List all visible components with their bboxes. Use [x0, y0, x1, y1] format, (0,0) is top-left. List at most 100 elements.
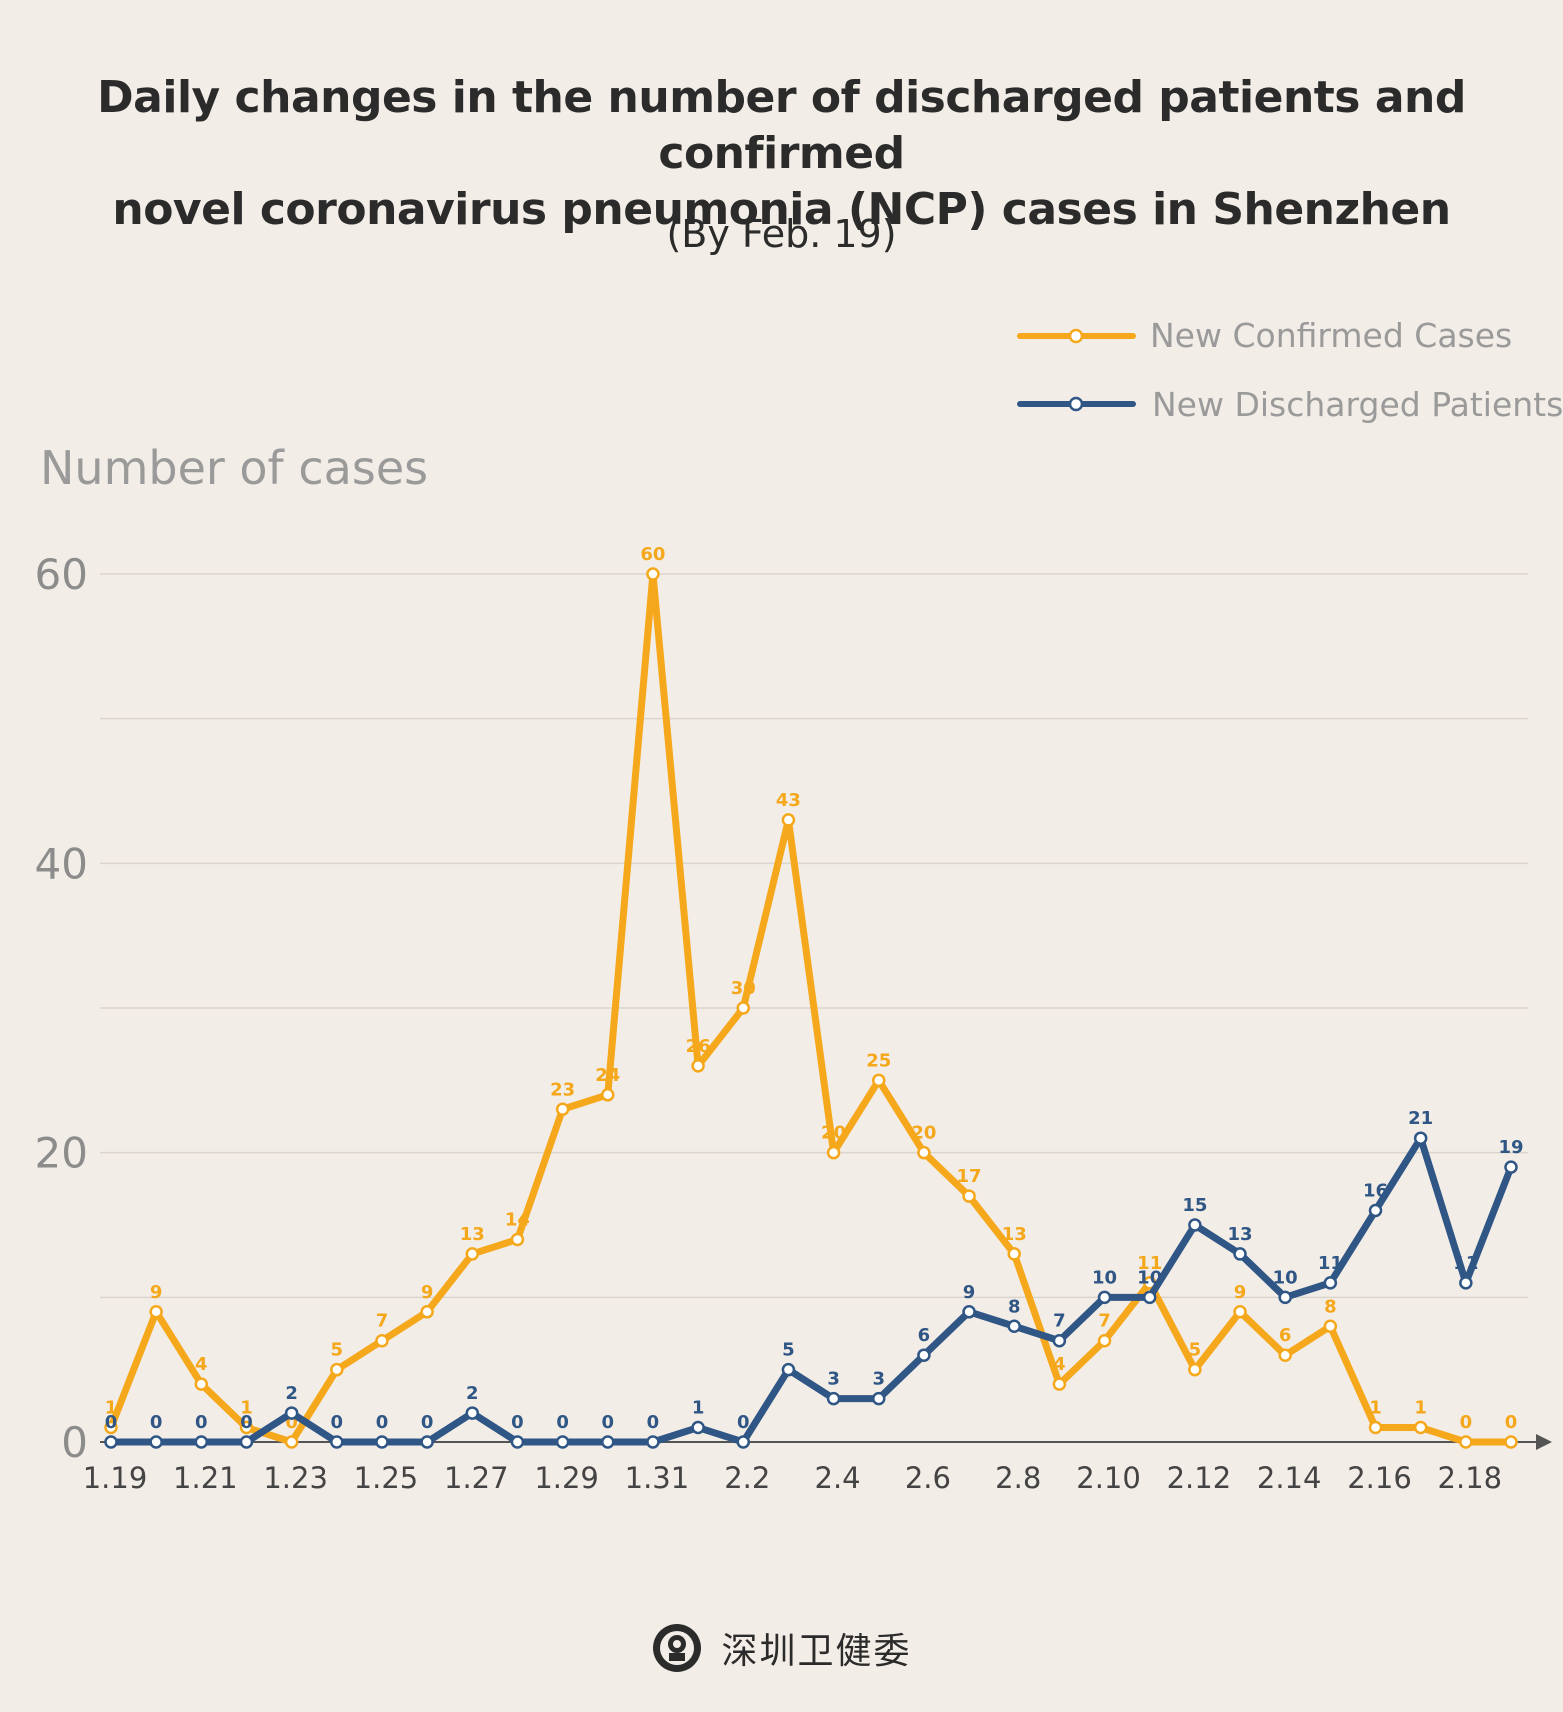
data-label-confirmed: 24 [595, 1065, 620, 1086]
data-label-discharged: 0 [240, 1412, 253, 1433]
data-label-discharged: 16 [1363, 1181, 1388, 1202]
data-point-confirmed [1233, 1305, 1247, 1319]
data-point-confirmed [736, 1001, 751, 1015]
data-point-confirmed [826, 1145, 841, 1160]
data-label-confirmed: 1 [240, 1398, 253, 1419]
gridlines [100, 573, 1528, 1299]
data-point-discharged [1097, 1290, 1112, 1305]
data-point-confirmed [555, 1102, 570, 1117]
data-point-discharged [601, 1435, 615, 1449]
data-point-confirmed [601, 1088, 615, 1102]
data-point-discharged [917, 1348, 931, 1362]
data-point-discharged [736, 1435, 751, 1449]
data-label-discharged: 8 [1008, 1296, 1021, 1317]
data-label-discharged: 1 [692, 1398, 705, 1419]
x-tick-label: 1.27 [444, 1461, 509, 1495]
data-label-confirmed: 7 [1098, 1311, 1111, 1332]
data-point-discharged [420, 1435, 434, 1449]
data-point-discharged [149, 1435, 163, 1449]
legend-marker-confirmed [1068, 328, 1084, 344]
y-tick-label: 0 [61, 1418, 88, 1467]
legend-marker-discharged [1068, 396, 1084, 412]
series: 1941057913142324602630432025201713471159… [104, 544, 1524, 1449]
data-point-confirmed [1504, 1435, 1518, 1449]
data-label-confirmed: 7 [376, 1311, 389, 1332]
x-axis [100, 1434, 1552, 1450]
x-tick-label: 1.29 [534, 1461, 599, 1495]
data-label-discharged: 11 [1453, 1253, 1478, 1274]
legend-label-discharged: New Discharged Patients [1152, 385, 1563, 424]
footer: 深圳卫健委 [0, 1618, 1563, 1678]
data-label-confirmed: 13 [460, 1224, 485, 1245]
data-label-discharged: 0 [421, 1412, 434, 1433]
data-label-confirmed: 11 [1137, 1253, 1162, 1274]
y-tick-label: 60 [35, 550, 88, 599]
data-label-discharged: 0 [331, 1412, 344, 1433]
data-label-confirmed: 13 [1002, 1224, 1027, 1245]
data-label-discharged: 0 [105, 1412, 118, 1433]
legend-label-confirmed: New Confirmed Cases [1150, 316, 1512, 355]
data-label-confirmed: 60 [640, 544, 665, 565]
data-label-confirmed: 1 [1369, 1398, 1382, 1419]
data-point-discharged [1278, 1290, 1292, 1305]
x-tick-label: 2.2 [724, 1461, 770, 1495]
data-point-discharged [1233, 1247, 1247, 1261]
data-label-discharged: 13 [1228, 1224, 1253, 1245]
data-point-discharged [1459, 1276, 1473, 1290]
x-tick-label: 1.25 [354, 1461, 419, 1495]
data-label-discharged: 19 [1498, 1137, 1523, 1158]
legend: New Confirmed Cases New Discharged Patie… [1017, 316, 1563, 424]
data-point-discharged [826, 1391, 841, 1406]
data-point-discharged [239, 1435, 254, 1449]
x-tick-label: 1.31 [625, 1461, 690, 1495]
data-point-discharged [1007, 1319, 1021, 1334]
data-label-discharged: 0 [150, 1412, 163, 1433]
data-label-confirmed: 1 [105, 1398, 118, 1419]
data-point-confirmed [239, 1420, 254, 1435]
data-point-discharged [646, 1435, 660, 1449]
x-tick-label: 2.6 [905, 1461, 951, 1495]
data-point-discharged [1413, 1131, 1428, 1145]
data-point-confirmed [962, 1189, 976, 1203]
data-label-confirmed: 4 [1053, 1354, 1066, 1375]
data-label-discharged: 7 [1053, 1311, 1066, 1332]
series-line-discharged [107, 1134, 1515, 1446]
data-point-discharged [1368, 1203, 1383, 1218]
data-label-discharged: 6 [918, 1325, 931, 1346]
data-label-confirmed: 14 [505, 1209, 530, 1230]
data-point-discharged [691, 1420, 705, 1435]
x-tick-label: 1.19 [83, 1461, 148, 1495]
data-point-discharged [510, 1435, 525, 1449]
data-label-discharged: 0 [376, 1412, 389, 1433]
data-label-confirmed: 30 [731, 978, 756, 999]
data-point-confirmed [1459, 1435, 1473, 1449]
data-label-discharged: 9 [963, 1282, 976, 1303]
data-point-discharged [1504, 1160, 1518, 1174]
y-tick-label: 20 [35, 1129, 88, 1178]
data-point-confirmed [691, 1059, 705, 1073]
data-point-confirmed [284, 1435, 299, 1449]
data-point-confirmed [1278, 1348, 1292, 1362]
data-point-confirmed [420, 1305, 434, 1319]
data-label-confirmed: 23 [550, 1079, 575, 1100]
data-point-discharged [781, 1362, 796, 1377]
data-point-discharged [284, 1406, 299, 1420]
x-tick-label: 2.10 [1076, 1461, 1141, 1495]
data-point-discharged [375, 1435, 389, 1449]
data-label-discharged: 11 [1318, 1253, 1343, 1274]
line-chart: New Confirmed Cases New Discharged Patie… [35, 316, 1563, 1495]
data-point-discharged [1188, 1218, 1202, 1232]
data-point-confirmed [917, 1145, 931, 1160]
data-point-confirmed [1007, 1247, 1021, 1261]
data-label-discharged: 5 [782, 1340, 795, 1361]
data-label-discharged: 3 [872, 1369, 885, 1390]
data-label-discharged: 0 [195, 1412, 208, 1433]
y-tick-label: 40 [35, 839, 88, 888]
data-point-confirmed [510, 1232, 525, 1247]
footer-source-text: 深圳卫健委 [721, 1631, 912, 1672]
data-label-discharged: 3 [827, 1369, 840, 1390]
data-label-discharged: 15 [1182, 1195, 1207, 1216]
data-label-confirmed: 9 [1234, 1282, 1247, 1303]
data-label-confirmed: 9 [421, 1282, 434, 1303]
